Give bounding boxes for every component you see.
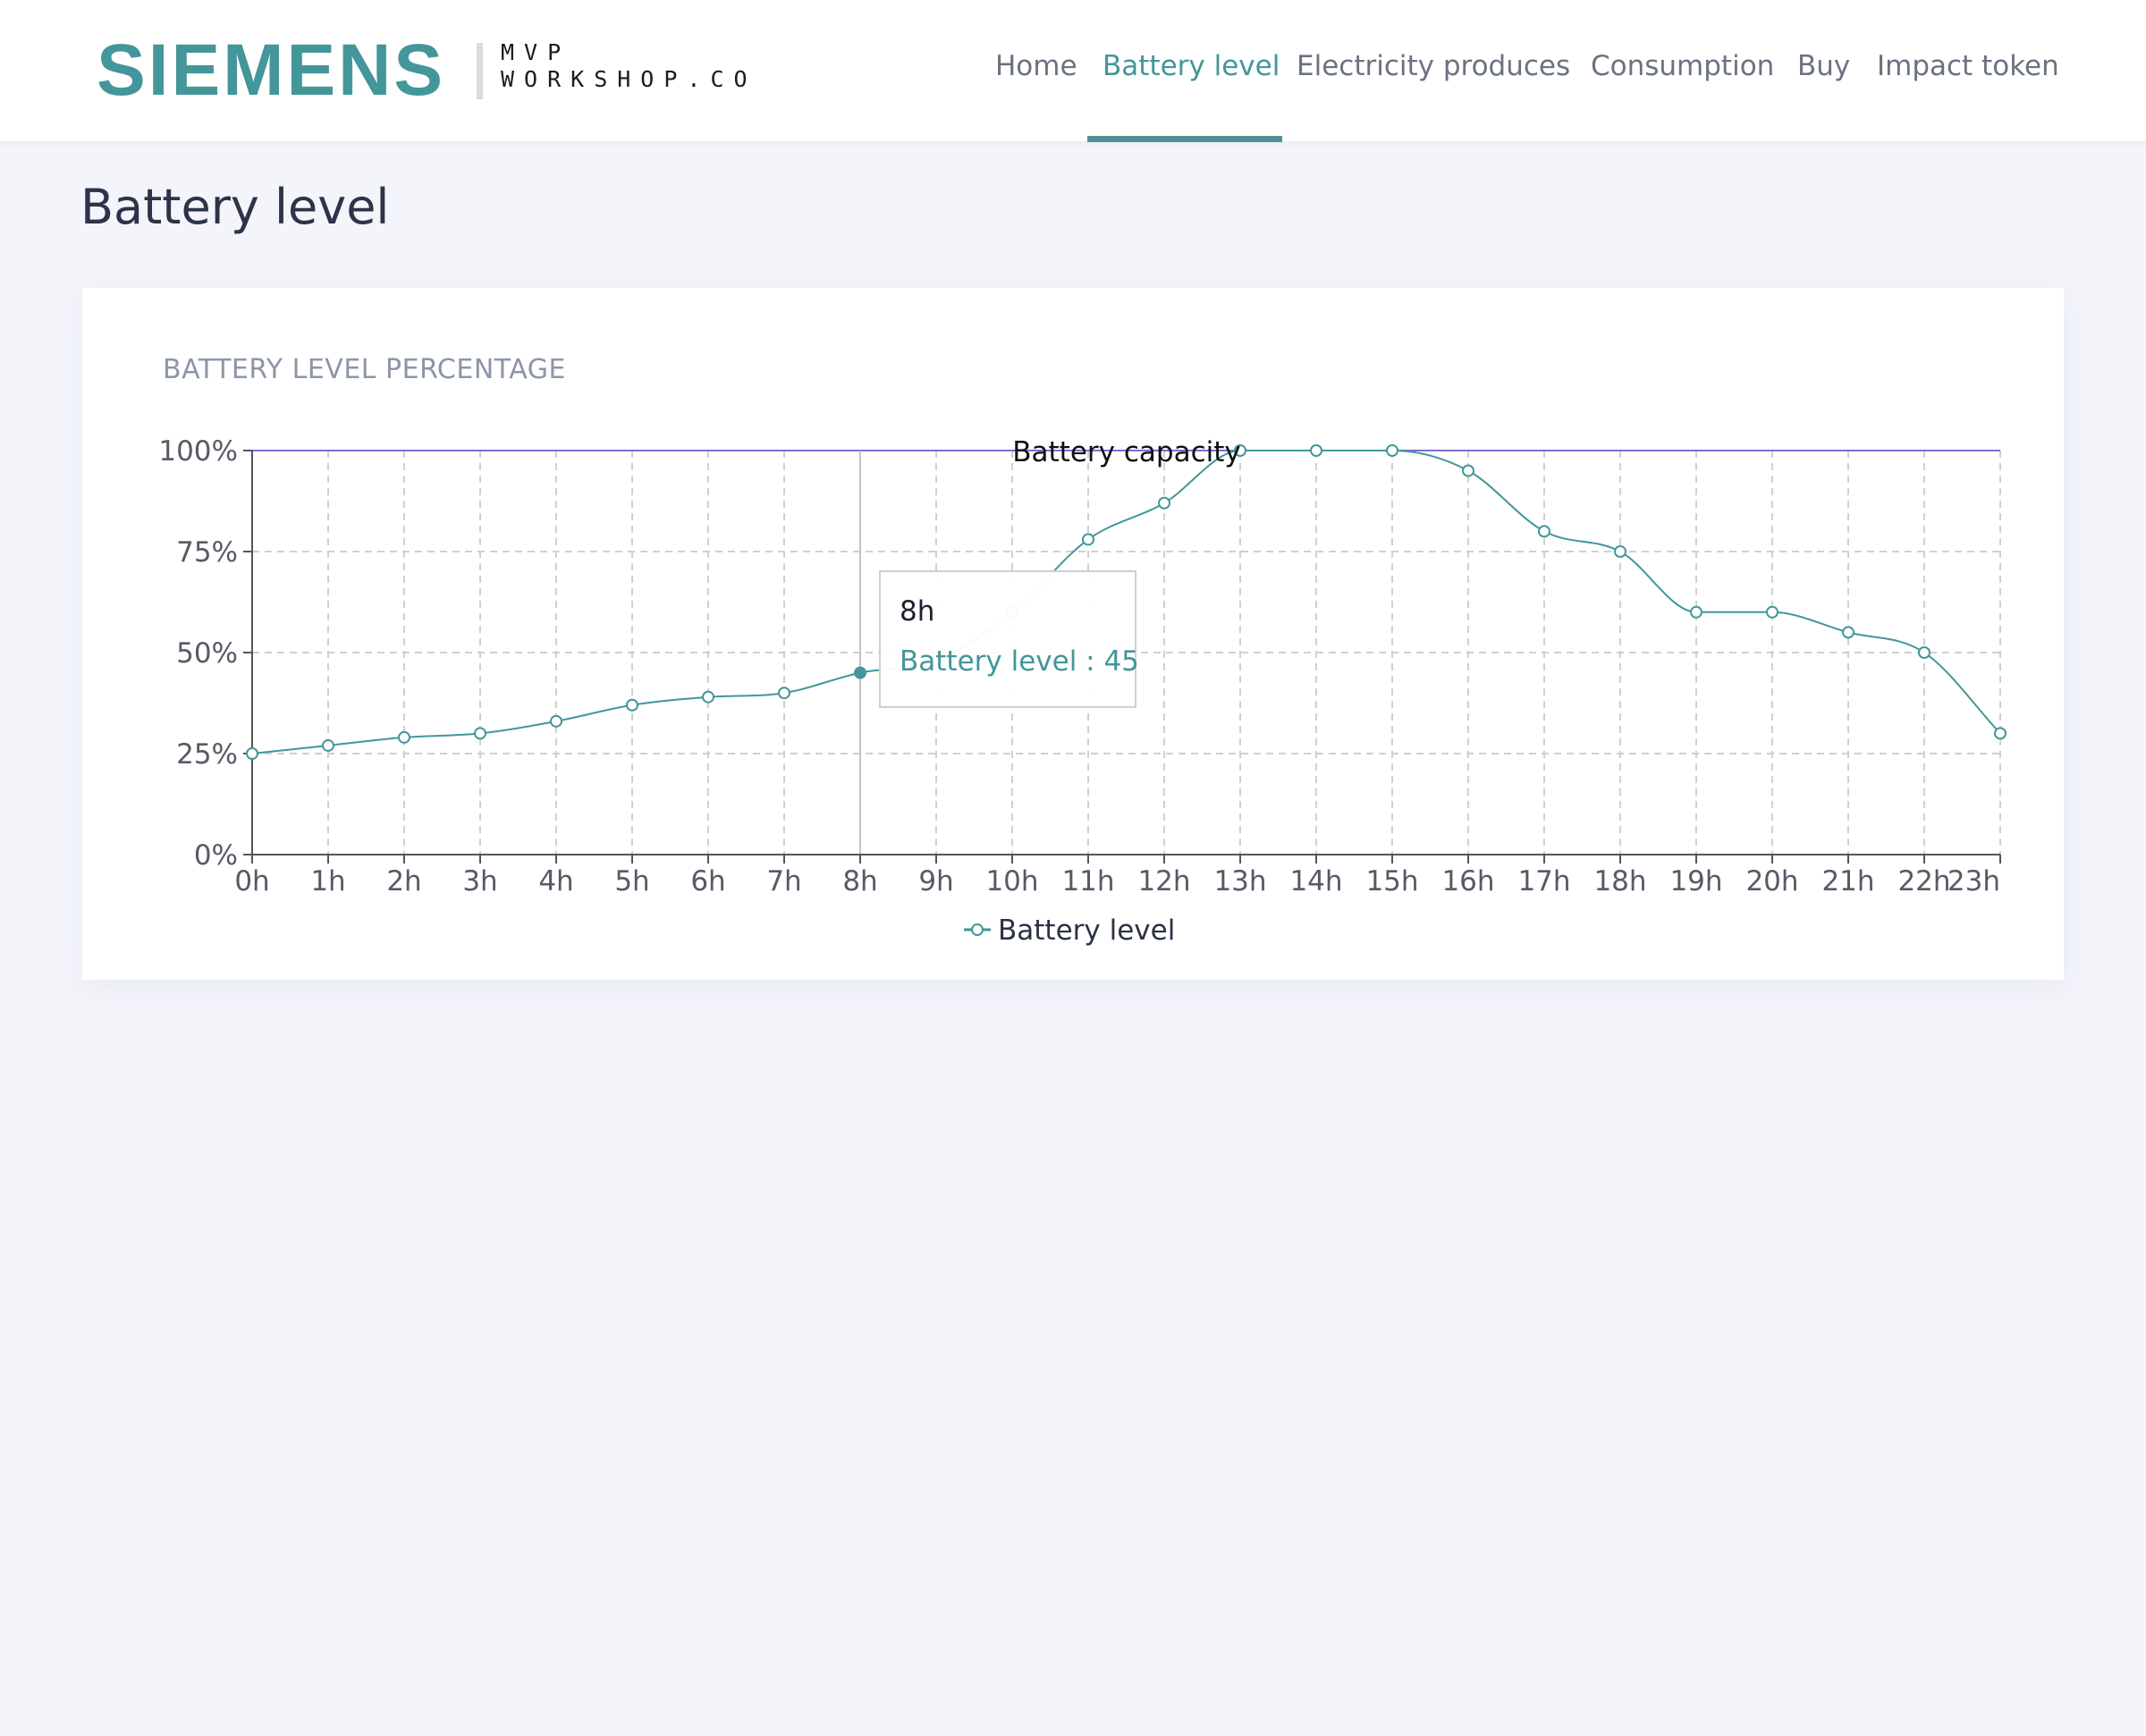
data-point xyxy=(474,727,486,740)
data-point xyxy=(1918,646,1931,659)
nav-electricity-produces[interactable]: Electricity produces xyxy=(1297,50,1571,82)
mvp-logo-line1: MVP xyxy=(501,39,571,65)
nav-battery-level[interactable]: Battery level xyxy=(1103,50,1280,82)
x-tick-label: 20h xyxy=(1745,865,1798,897)
siemens-logo[interactable]: SIEMENS xyxy=(97,29,446,111)
data-point xyxy=(702,690,714,704)
y-tick-label: 75% xyxy=(176,536,238,569)
y-tick-label: 0% xyxy=(194,839,238,872)
nav-buy[interactable]: Buy xyxy=(1797,50,1851,82)
x-tick-label: 12h xyxy=(1137,865,1190,897)
x-tick-label: 18h xyxy=(1593,865,1646,897)
data-point xyxy=(778,687,790,700)
data-point xyxy=(550,714,562,728)
data-point xyxy=(626,698,638,712)
data-point xyxy=(1462,464,1474,477)
data-point xyxy=(1994,727,2007,740)
data-point xyxy=(398,730,410,744)
x-tick-label: 21h xyxy=(1821,865,1874,897)
data-point xyxy=(1158,496,1170,510)
active-nav-indicator xyxy=(1087,136,1282,142)
mvp-logo-line2: WORKSHOP.CO xyxy=(501,66,757,92)
legend-label: Battery level xyxy=(998,914,1175,947)
y-tick-label: 50% xyxy=(176,637,238,670)
main-nav: Home Battery level Electricity produces … xyxy=(0,0,2146,142)
x-tick-label: 15h xyxy=(1365,865,1418,897)
x-tick-label: 14h xyxy=(1289,865,1342,897)
x-tick-label: 23h xyxy=(1947,865,2000,897)
nav-home[interactable]: Home xyxy=(995,50,1077,82)
tooltip-value: Battery level : 45 xyxy=(900,645,1139,678)
x-tick-label: 3h xyxy=(462,865,497,897)
chart-tooltip: 8h Battery level : 45 xyxy=(879,570,1139,708)
x-tick-label: 9h xyxy=(918,865,953,897)
data-point xyxy=(1234,444,1246,457)
x-tick-label: 17h xyxy=(1517,865,1570,897)
logo-divider xyxy=(477,43,483,99)
data-point xyxy=(1766,605,1778,619)
y-tick-label: 100% xyxy=(158,435,238,468)
active-data-point xyxy=(854,666,866,679)
top-navbar: SIEMENS MVP WORKSHOP.CO Home Battery lev… xyxy=(0,0,2146,142)
mvp-workshop-logo: MVP WORKSHOP.CO xyxy=(501,39,757,93)
data-point xyxy=(1082,533,1094,546)
legend-point-marker xyxy=(971,923,984,936)
data-point xyxy=(1614,545,1626,558)
x-tick-label: 8h xyxy=(842,865,877,897)
data-point xyxy=(246,747,258,760)
data-point xyxy=(322,738,334,752)
x-tick-label: 13h xyxy=(1213,865,1266,897)
data-point xyxy=(1690,605,1702,619)
data-point xyxy=(1842,626,1855,639)
x-tick-label: 0h xyxy=(234,865,269,897)
nav-consumption[interactable]: Consumption xyxy=(1591,50,1775,82)
x-tick-label: 19h xyxy=(1669,865,1722,897)
nav-impact-token[interactable]: Impact token xyxy=(1877,50,2059,82)
x-tick-label: 1h xyxy=(310,865,345,897)
x-tick-label: 7h xyxy=(766,865,801,897)
data-point xyxy=(1538,525,1550,538)
x-tick-label: 11h xyxy=(1061,865,1114,897)
battery-capacity-label: Battery capacity xyxy=(1012,436,1240,468)
y-tick-label: 25% xyxy=(176,738,238,771)
x-tick-label: 10h xyxy=(985,865,1038,897)
x-tick-label: 16h xyxy=(1441,865,1494,897)
x-tick-label: 22h xyxy=(1897,865,1950,897)
x-tick-label: 2h xyxy=(386,865,421,897)
chart-card-title: BATTERY LEVEL PERCENTAGE xyxy=(163,354,566,385)
data-point xyxy=(1310,444,1322,457)
page-title: Battery level xyxy=(80,179,390,235)
x-tick-label: 4h xyxy=(538,865,573,897)
x-tick-label: 5h xyxy=(614,865,649,897)
x-tick-label: 6h xyxy=(690,865,725,897)
data-point xyxy=(1386,444,1398,457)
tooltip-title: 8h xyxy=(900,595,935,628)
